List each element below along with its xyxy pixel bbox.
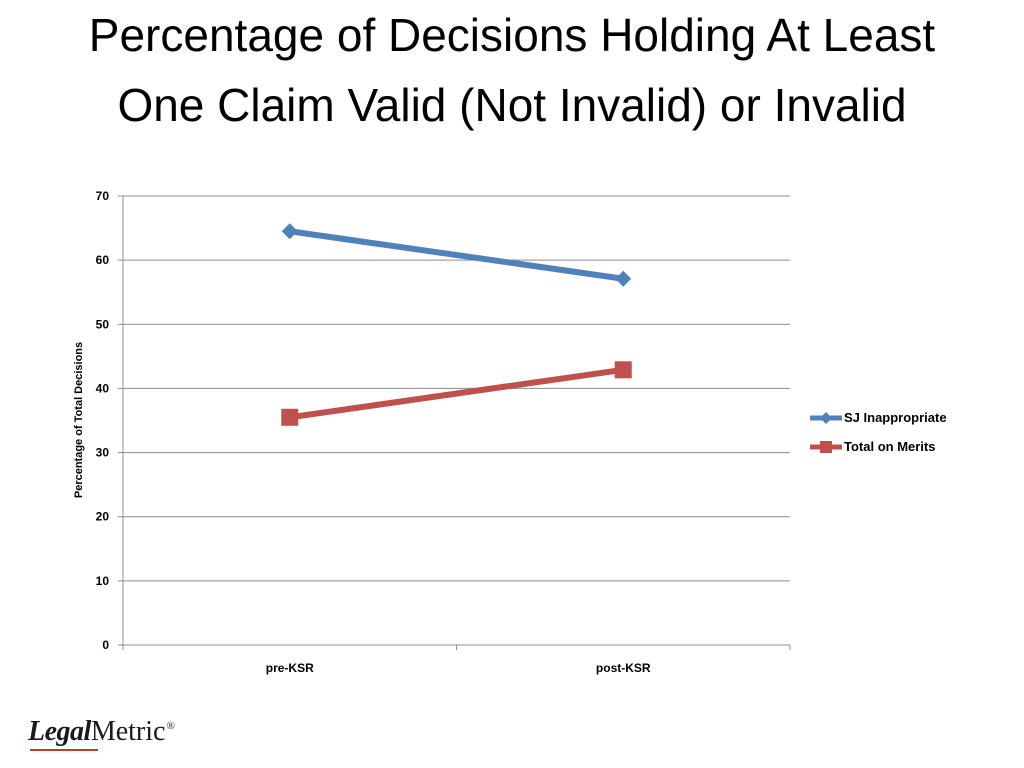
- y-tick-label: 70: [96, 189, 110, 203]
- series-line: [289, 366, 624, 421]
- series: [281, 223, 632, 426]
- data-point-square: [614, 361, 632, 379]
- data-point-diamond: [281, 223, 298, 240]
- legend-label: Total on Merits: [844, 439, 935, 454]
- legend-item: SJ Inappropriate: [810, 410, 947, 425]
- legend-label: SJ Inappropriate: [844, 410, 947, 425]
- legend-item: Total on Merits: [810, 439, 935, 454]
- y-tick-label: 40: [96, 381, 110, 395]
- legend: SJ Inappropriate Total on Merits: [810, 410, 947, 454]
- legalmetric-logo: LegalMetric®: [28, 716, 175, 756]
- y-tick-label: 20: [96, 510, 110, 524]
- y-tick-label: 30: [96, 446, 110, 460]
- data-point-diamond: [820, 412, 832, 424]
- x-tick-label: post-KSR: [596, 661, 651, 675]
- logo-text-metric: Metric: [90, 716, 166, 747]
- page-title: Percentage of Decisions Holding At Least…: [88, 9, 936, 131]
- y-axis-label: Percentage of Total Decisions: [73, 342, 85, 498]
- gridlines: [123, 195, 790, 582]
- series-1: [281, 361, 632, 426]
- data-point-square: [281, 408, 299, 426]
- y-tick-label: 60: [96, 253, 110, 267]
- y-tick-label: 0: [102, 638, 109, 652]
- registered-mark: ®: [166, 720, 175, 732]
- logo-underline: [30, 749, 98, 751]
- logo-text-legal: Legal: [28, 716, 91, 747]
- data-point-square: [820, 441, 832, 453]
- series-0: [281, 223, 632, 287]
- x-tick-label: pre-KSR: [266, 661, 314, 675]
- data-point-diamond: [615, 270, 632, 287]
- axes: 0 10 20 30 40 50 60 70 pre-KSR post-KSR: [96, 189, 791, 675]
- y-tick-label: 10: [96, 574, 110, 588]
- y-tick-label: 50: [96, 317, 110, 331]
- series-line: [289, 228, 624, 282]
